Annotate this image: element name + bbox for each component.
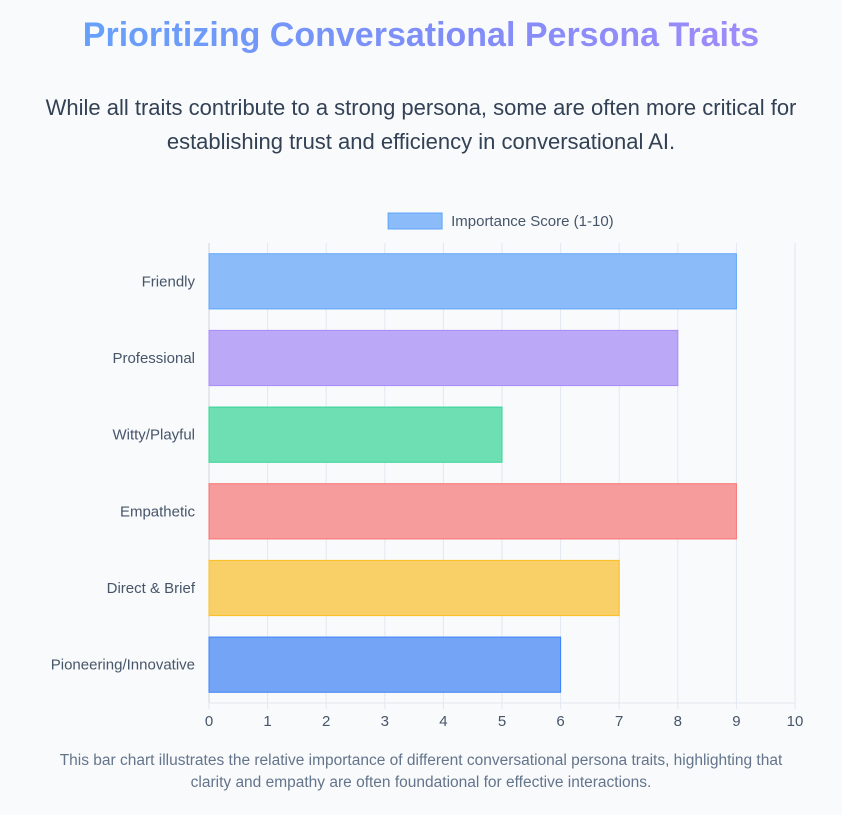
bar	[208, 559, 620, 617]
x-tick-label: 0	[205, 713, 213, 730]
x-tick-label: 5	[498, 713, 506, 730]
page-title: Prioritizing Conversational Persona Trai…	[0, 16, 842, 55]
chart-caption: This bar chart illustrates the relative …	[59, 752, 783, 791]
y-tick-label: Witty/Playful	[112, 427, 195, 444]
y-tick-label: Direct & Brief	[107, 580, 196, 597]
x-tick-label: 2	[322, 713, 330, 730]
bar	[208, 329, 679, 387]
bar	[208, 253, 737, 310]
bar	[208, 406, 503, 463]
legend-swatch	[387, 212, 443, 230]
bar	[208, 483, 737, 540]
chart-container: 0 1 2 3 4 5 6 7 8 9 10 Friendly Professional Witty/Pl…	[0, 195, 842, 745]
y-tick-label: Empathetic	[120, 503, 196, 520]
x-tick-label: 3	[381, 713, 389, 730]
x-tick-label: 8	[674, 713, 682, 730]
x-tick-label: 9	[732, 713, 740, 730]
y-tick-label: Friendly	[142, 273, 196, 290]
page-subtitle: While all traits contribute to a strong …	[45, 95, 797, 154]
legend-label: Importance Score (1-10)	[451, 213, 614, 230]
x-tick-label: 7	[615, 713, 623, 730]
x-tick-label: 1	[263, 713, 271, 730]
x-tick-label: 4	[439, 713, 447, 730]
bar	[208, 636, 562, 693]
x-tick-label: 10	[787, 713, 804, 730]
bar-chart: 0 1 2 3 4 5 6 7 8 9 10 Friendly Professional Witty/Pl…	[51, 212, 804, 730]
y-tick-label: Professional	[112, 350, 195, 367]
y-tick-label: Pioneering/Innovative	[51, 657, 195, 674]
x-tick-label: 6	[556, 713, 564, 730]
